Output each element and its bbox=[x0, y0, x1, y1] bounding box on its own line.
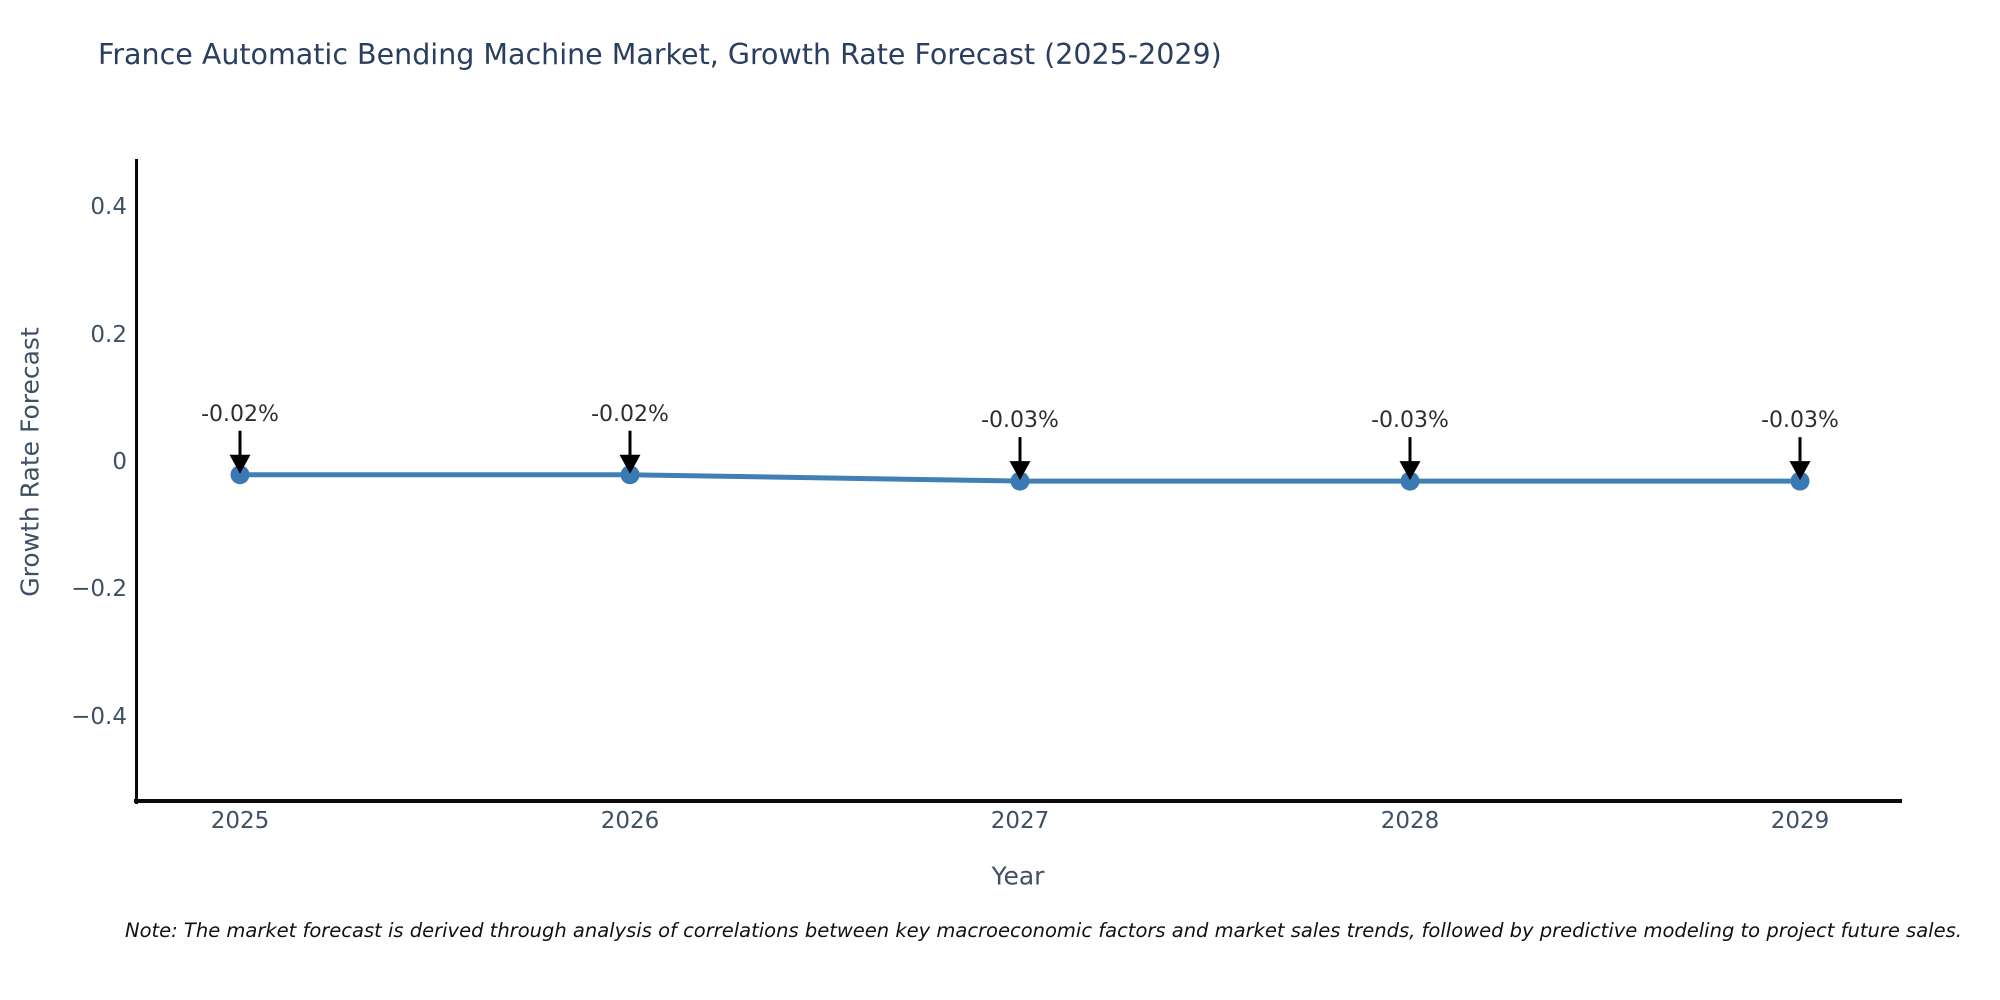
x-axis-line bbox=[134, 799, 1902, 803]
y-tick-label: −0.2 bbox=[71, 576, 127, 603]
point-value-label: -0.02% bbox=[201, 401, 279, 427]
annotation-arrow-head bbox=[1009, 461, 1031, 481]
point-value-label: -0.03% bbox=[1761, 408, 1839, 434]
data-point-marker bbox=[230, 465, 250, 485]
x-tick-label: 2026 bbox=[600, 808, 660, 834]
chart-title: France Automatic Bending Machine Market,… bbox=[98, 38, 1222, 71]
data-point-marker bbox=[1400, 471, 1420, 491]
data-point-marker bbox=[1010, 471, 1030, 491]
annotation-arrow-head bbox=[619, 454, 641, 474]
y-tick-label: 0.2 bbox=[90, 321, 127, 348]
x-tick-label: 2027 bbox=[990, 808, 1050, 834]
data-point-marker bbox=[1790, 471, 1810, 491]
annotation-arrow-head bbox=[229, 454, 251, 474]
x-axis-title: Year bbox=[991, 861, 1045, 891]
y-tick-label: −0.4 bbox=[71, 703, 127, 730]
y-tick-label: 0 bbox=[112, 449, 127, 475]
annotation-arrow-head bbox=[1399, 461, 1421, 481]
annotation-arrow-head bbox=[1789, 461, 1811, 481]
point-value-label: -0.03% bbox=[1371, 408, 1449, 434]
point-value-label: -0.03% bbox=[981, 408, 1059, 434]
forecast-line bbox=[240, 472, 1800, 484]
y-axis-line bbox=[135, 159, 138, 804]
point-value-label: -0.02% bbox=[591, 401, 669, 427]
x-tick-label: 2028 bbox=[1380, 808, 1440, 834]
data-point-marker bbox=[620, 465, 640, 485]
x-tick-label: 2025 bbox=[210, 808, 270, 834]
footnote: Note: The market forecast is derived thr… bbox=[125, 919, 1962, 942]
y-axis-tick-labels: 0.4 0.2 0 −0.2 −0.4 bbox=[0, 0, 127, 1000]
x-tick-label: 2029 bbox=[1770, 808, 1830, 834]
y-tick-label: 0.4 bbox=[90, 194, 127, 221]
